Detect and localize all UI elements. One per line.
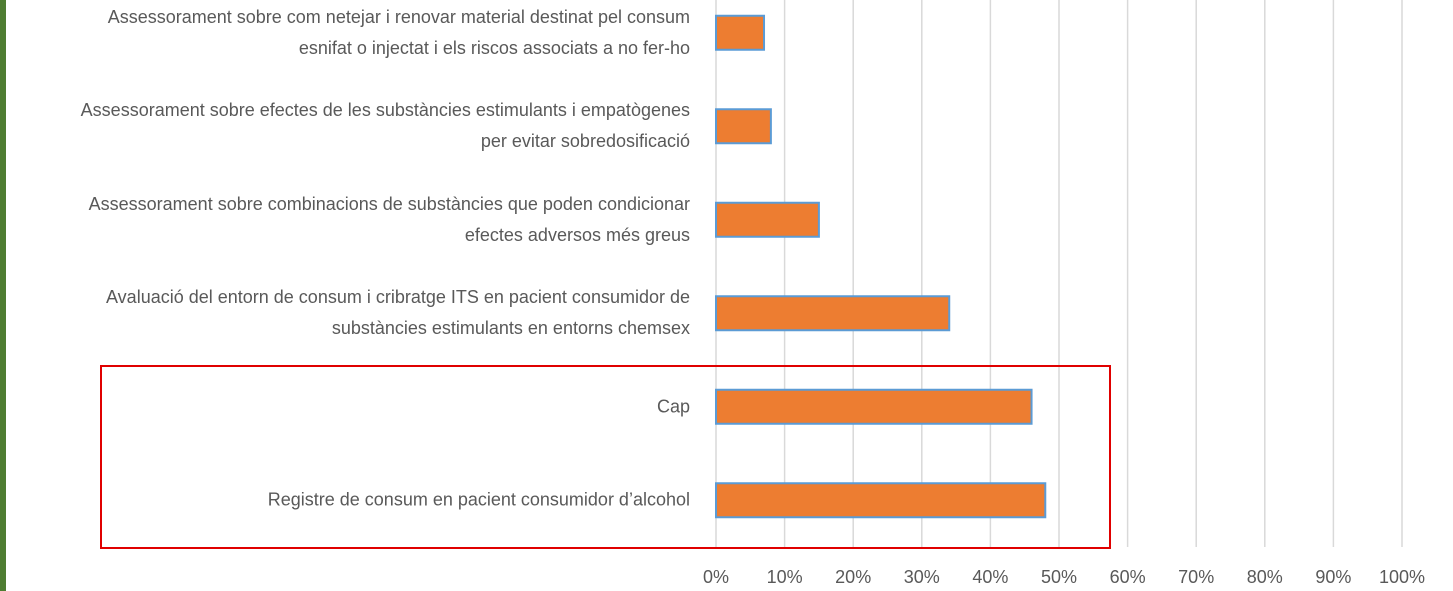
x-tick-label: 0% <box>703 567 729 587</box>
category-label: Registre de consum en pacient consumidor… <box>267 489 690 510</box>
bar <box>715 108 772 145</box>
x-tick-label: 30% <box>904 567 940 587</box>
bar <box>715 201 820 238</box>
category-label: Cap <box>656 396 690 417</box>
x-tick-label: 70% <box>1178 567 1214 587</box>
side-stripe <box>0 0 6 591</box>
x-tick-label: 40% <box>972 567 1008 587</box>
x-tick-label: 10% <box>767 567 803 587</box>
category-label: Avaluació del entorn de consum i cribrat… <box>106 287 690 339</box>
highlight-box <box>100 365 1111 549</box>
x-tick-label: 80% <box>1247 567 1283 587</box>
bar <box>715 388 1033 425</box>
bar <box>715 482 1047 519</box>
x-tick-label: 60% <box>1110 567 1146 587</box>
x-tick-label: 100% <box>1379 567 1425 587</box>
x-tick-label: 90% <box>1315 567 1351 587</box>
x-tick-label: 50% <box>1041 567 1077 587</box>
category-label: Assessorament sobre efectes de les subst… <box>80 100 690 152</box>
category-label: Assessorament sobre com netejar i renova… <box>107 6 690 58</box>
bar <box>715 14 766 51</box>
category-label: Assessorament sobre combinacions de subs… <box>88 193 690 245</box>
bar <box>715 295 951 332</box>
x-tick-label: 20% <box>835 567 871 587</box>
